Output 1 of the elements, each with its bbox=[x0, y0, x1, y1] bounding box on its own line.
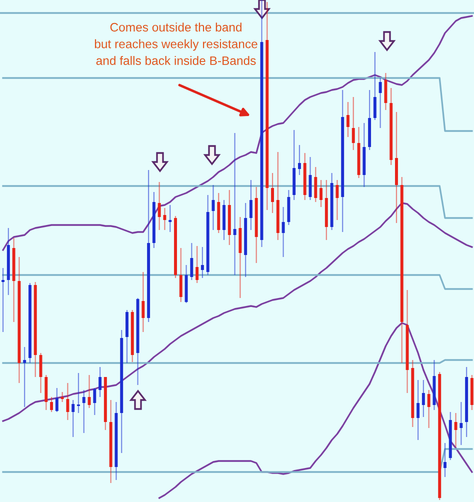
annotation: Comes outside the band but reaches weekly resistance and falls back inside B-Bands bbox=[94, 22, 258, 65]
